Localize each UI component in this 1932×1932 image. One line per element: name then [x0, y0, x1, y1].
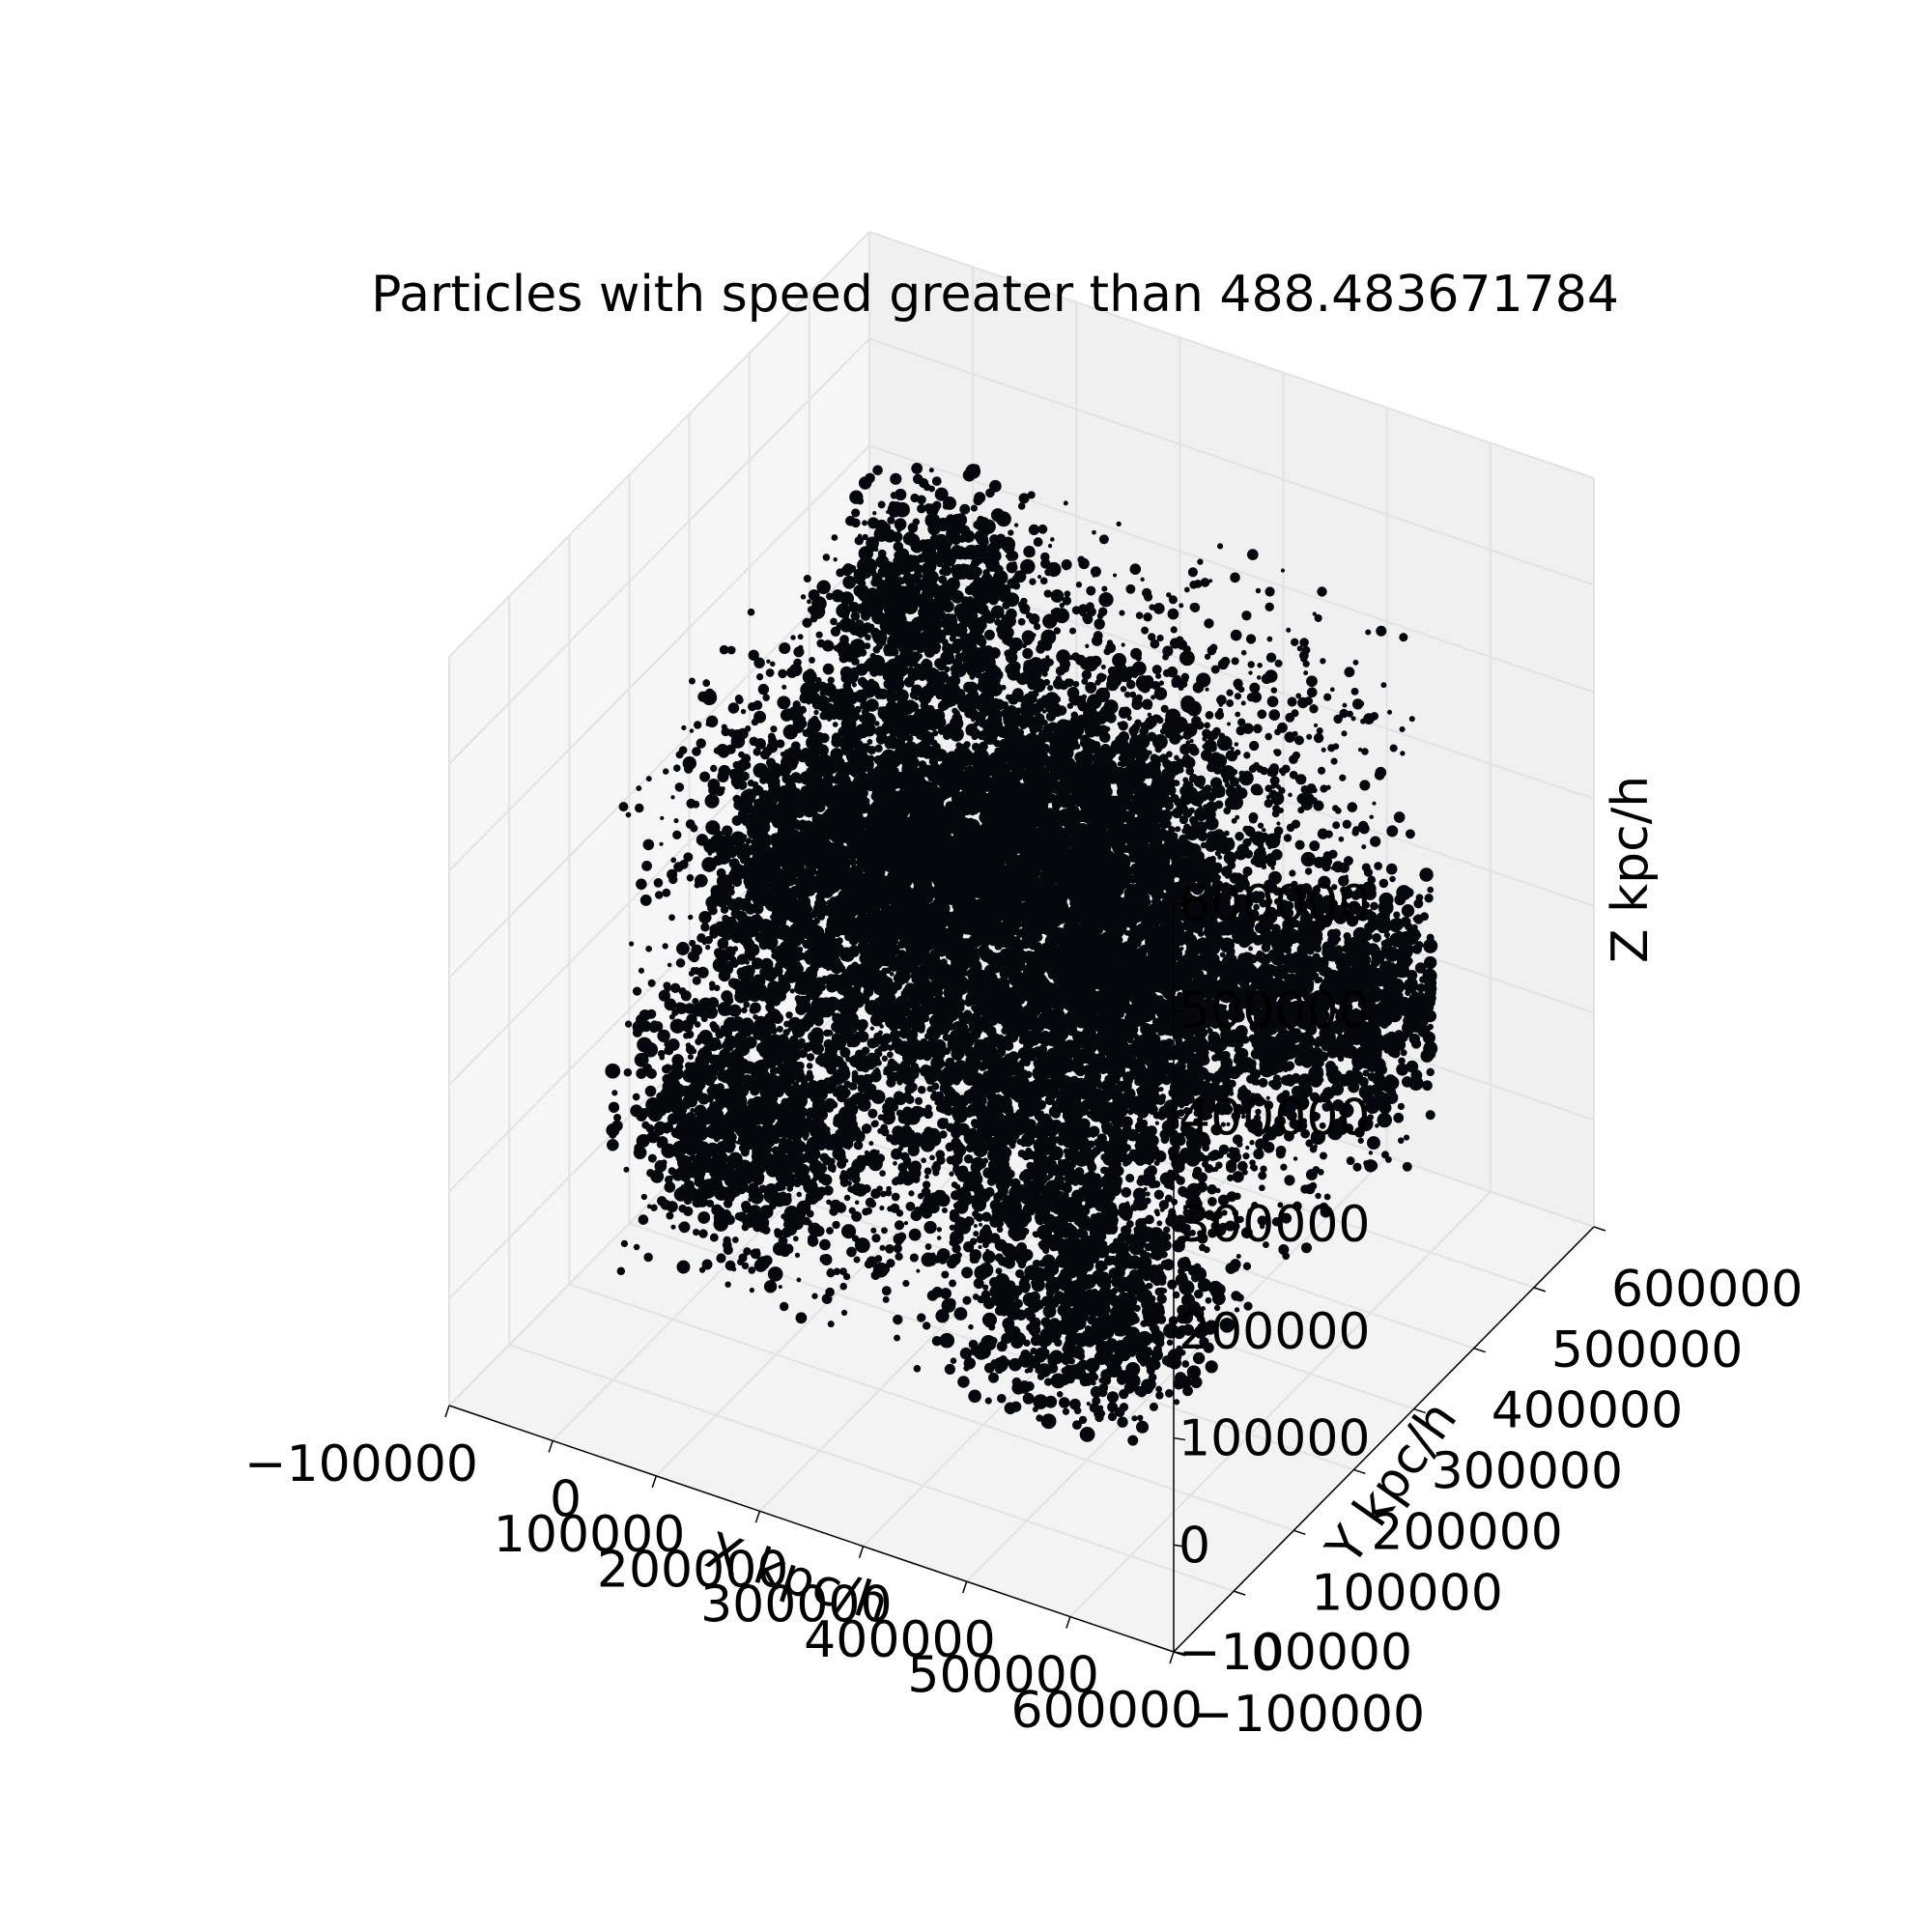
z-tick-label: 500000	[1179, 982, 1371, 1040]
grid-line	[448, 231, 870, 658]
z-tick	[1173, 1009, 1186, 1013]
axis-lines	[448, 903, 1595, 1653]
grid-line	[448, 444, 870, 872]
x-tick	[1169, 1651, 1175, 1664]
grid-line	[448, 552, 870, 979]
y-tick	[1293, 1529, 1306, 1535]
x-tick-label: 100000	[494, 1506, 686, 1564]
z-tick-label: 100000	[1179, 1410, 1371, 1468]
z-tick	[1173, 1116, 1186, 1121]
y-tick-label: 400000	[1492, 1382, 1684, 1440]
z-tick-label: 400000	[1179, 1089, 1371, 1147]
x-axis-line	[448, 1405, 1175, 1653]
grid-line	[448, 338, 870, 765]
x-tick-label: 400000	[804, 1611, 996, 1669]
x-tick-label: 600000	[1010, 1682, 1203, 1740]
x-tick-label: −100000	[244, 1435, 478, 1493]
x-tick	[962, 1580, 968, 1594]
y-tick	[1473, 1348, 1486, 1353]
y-tick-label: 0	[1251, 1625, 1283, 1683]
x-tick-label: 200000	[597, 1541, 789, 1599]
z-tick	[1173, 1223, 1186, 1227]
y-tick	[1533, 1287, 1547, 1293]
y-tick	[1413, 1407, 1426, 1414]
x-tick	[548, 1440, 554, 1453]
grid-line	[1069, 1190, 1492, 1618]
grid-line	[868, 231, 1595, 479]
z-tick-label: 0	[1179, 1517, 1210, 1575]
z-tick	[1173, 1330, 1186, 1334]
z-tick-label: 600000	[1179, 875, 1371, 933]
x-tick	[651, 1475, 657, 1489]
y-tick-label: 600000	[1611, 1261, 1804, 1319]
y-tick-label: 200000	[1371, 1503, 1563, 1561]
grid-line	[508, 1344, 1235, 1593]
x-tick	[754, 1511, 761, 1523]
z-tick	[1173, 1544, 1186, 1548]
tick-labels: −100000010000020000030000040000050000060…	[244, 875, 1804, 1744]
grid-line	[868, 337, 1595, 586]
x-tick-label: 500000	[907, 1647, 1099, 1705]
z-axis-label: Z kpc/h	[1602, 776, 1660, 963]
z-tick	[1173, 1436, 1186, 1441]
z-tick-label: 200000	[1179, 1303, 1371, 1361]
particle-cloud	[605, 462, 1438, 1446]
z-tick-label: 300000	[1179, 1196, 1371, 1254]
y-axis-line	[1173, 1226, 1595, 1653]
tick-marks	[444, 902, 1606, 1664]
y-tick-label: 100000	[1311, 1564, 1503, 1622]
y-tick	[1593, 1226, 1606, 1232]
x-tick-label: 0	[550, 1470, 582, 1528]
x-tick-label: 300000	[700, 1577, 893, 1634]
scatter-points	[605, 462, 1438, 1446]
x-tick	[858, 1546, 865, 1558]
y-tick-label: −100000	[1191, 1686, 1425, 1744]
x-tick	[444, 1405, 450, 1418]
y-tick	[1233, 1590, 1246, 1596]
x-tick	[1065, 1616, 1071, 1629]
y-tick-label: 300000	[1432, 1443, 1624, 1501]
pane-left	[449, 232, 869, 1406]
y-tick	[1353, 1468, 1366, 1475]
z-tick	[1173, 902, 1186, 906]
y-tick-label: 500000	[1551, 1321, 1744, 1379]
chart-title: Particles with speed greater than 488.48…	[371, 266, 1619, 324]
z-tick-label: −100000	[1179, 1624, 1412, 1682]
z-tick	[1173, 1651, 1186, 1655]
